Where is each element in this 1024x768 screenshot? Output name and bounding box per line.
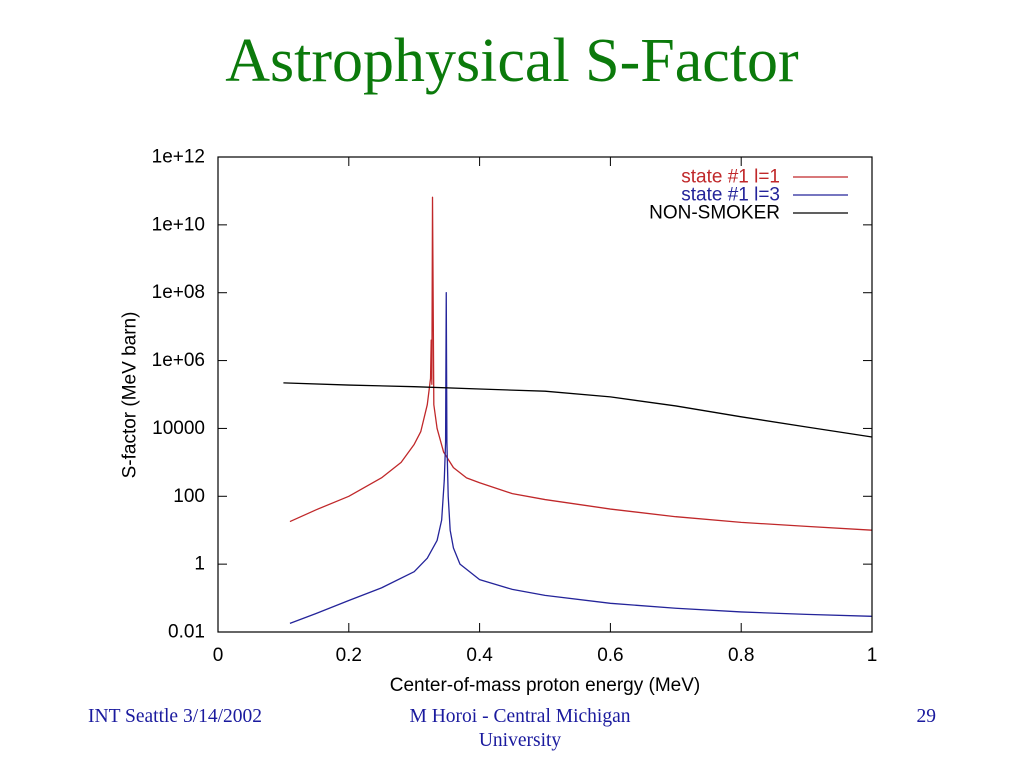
slide-title: Astrophysical S-Factor (225, 27, 799, 95)
y-tick-label: 1 (194, 554, 205, 575)
y-tick-label: 1e+06 (152, 350, 205, 371)
y-tick-label: 10000 (152, 418, 205, 439)
legend-entry: NON-SMOKER (649, 203, 848, 224)
x-tick-label: 0.8 (728, 645, 754, 666)
x-axis-label: Center-of-mass proton energy (MeV) (390, 675, 700, 696)
y-tick-label: 1e+10 (152, 214, 205, 235)
chart-svg: 0.01 1 100 10000 1e+06 1e+08 1e+10 1e+12 0 0.2 0.4… (120, 147, 878, 697)
footer-author-line-1: M Horoi - Central Michigan (409, 706, 631, 727)
x-tick-label: 0.2 (336, 645, 362, 666)
series-line-non-smoker (283, 382, 873, 438)
x-tick-label: 0.4 (466, 645, 493, 666)
legend-entry: state #1 l=1 (681, 167, 848, 188)
footer-author-line-2: University (478, 730, 562, 751)
footer-event: INT Seattle 3/14/2002 (88, 706, 263, 727)
y-tick-label: 1e+08 (152, 282, 205, 303)
legend-label: state #1 l=3 (681, 185, 780, 206)
slide-number: 29 (916, 706, 937, 727)
legend-label: state #1 l=1 (681, 167, 780, 188)
y-axis-label: S-factor (MeV barn) (120, 312, 141, 479)
series-line-state-1-l-1 (289, 196, 873, 531)
y-tick-label: 0.01 (168, 622, 205, 643)
chart: 0.01 1 100 10000 1e+06 1e+08 1e+10 1e+12 0 0.2 0.4… (100, 140, 900, 700)
plot-frame (217, 156, 873, 633)
plot-series (283, 196, 873, 624)
y-tick-label: 1e+12 (152, 147, 205, 168)
y-tick-label: 100 (173, 486, 205, 507)
legend-entry: state #1 l=3 (681, 185, 848, 206)
plot-axes: 0.01 1 100 10000 1e+06 1e+08 1e+10 1e+12 0 0.2 0.4… (152, 147, 878, 667)
footer-author: M Horoi - Central Michigan University (370, 705, 670, 753)
series-line-state-1-l-3 (289, 292, 873, 624)
legend-label: NON-SMOKER (649, 203, 780, 224)
x-tick-label: 0.6 (597, 645, 623, 666)
x-tick-label: 0 (213, 645, 224, 666)
x-tick-label: 1 (867, 645, 878, 666)
